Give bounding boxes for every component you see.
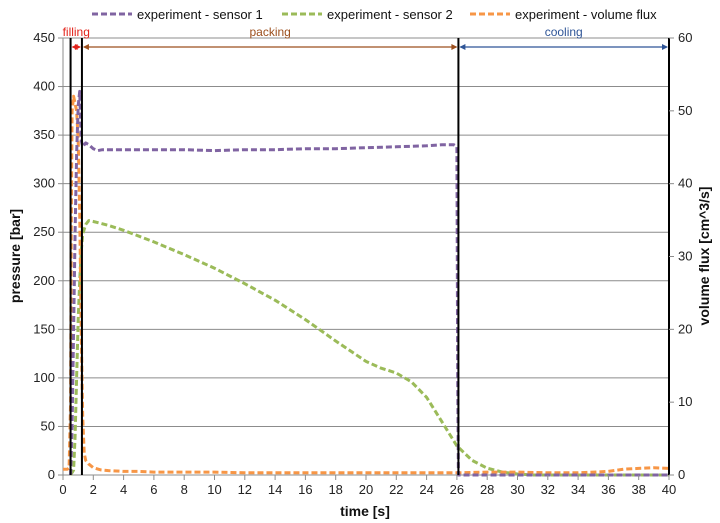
x-tick-label-12: 24 bbox=[419, 482, 433, 497]
y-axis-ticks: 0 50 100 150 200 250 300 350 400 450 bbox=[33, 30, 63, 482]
x-tick-label-3: 6 bbox=[150, 482, 157, 497]
y-tick-label-5: 250 bbox=[33, 224, 55, 239]
phase-arrowhead-right-2 bbox=[662, 44, 668, 50]
x-tick-label-17: 34 bbox=[571, 482, 585, 497]
phase-arrowhead-right-0 bbox=[74, 44, 81, 50]
y2-axis-ticks: 0 10 20 30 40 50 60 bbox=[669, 30, 692, 482]
y2-tick-label-4: 40 bbox=[678, 176, 692, 191]
y2-tick-label-5: 50 bbox=[678, 103, 692, 118]
phase-label-0: filling bbox=[63, 25, 90, 39]
x-axis-ticks: 0 2 4 6 8 10 12 14 16 18 20 22 24 26 28 30 32 34 36 38 40 bbox=[59, 475, 676, 497]
x-tick-label-7: 14 bbox=[268, 482, 282, 497]
y-axis-title: pressure [bar] bbox=[7, 209, 23, 303]
x-tick-label-15: 30 bbox=[510, 482, 524, 497]
phase-label-1: packing bbox=[249, 25, 290, 39]
y2-tick-label-1: 10 bbox=[678, 394, 692, 409]
legend: experiment - sensor 1 experiment - sensor… bbox=[92, 7, 657, 22]
phase-markers: filling packing cooling bbox=[63, 25, 670, 475]
plot-area-frame bbox=[62, 37, 670, 476]
plot-border bbox=[62, 37, 670, 476]
x-tick-label-4: 8 bbox=[181, 482, 188, 497]
y-tick-label-0: 0 bbox=[48, 467, 55, 482]
x-tick-label-16: 32 bbox=[541, 482, 555, 497]
legend-label-0: experiment - sensor 1 bbox=[137, 7, 263, 22]
y2-tick-label-0: 0 bbox=[678, 467, 685, 482]
x-tick-label-14: 28 bbox=[480, 482, 494, 497]
series-line-2 bbox=[63, 94, 670, 475]
horizontal-gridlines bbox=[63, 37, 669, 427]
x-tick-label-1: 2 bbox=[90, 482, 97, 497]
y-tick-label-2: 100 bbox=[33, 370, 55, 385]
y2-axis-title: volume flux [cm^3/s] bbox=[696, 187, 712, 326]
x-tick-label-10: 20 bbox=[359, 482, 373, 497]
legend-label-1: experiment - sensor 2 bbox=[327, 7, 453, 22]
y2-tick-label-2: 20 bbox=[678, 321, 692, 336]
x-tick-label-9: 18 bbox=[328, 482, 342, 497]
series-line-1 bbox=[69, 219, 669, 477]
x-tick-label-6: 12 bbox=[238, 482, 252, 497]
series-line-0 bbox=[69, 89, 669, 477]
y-tick-label-8: 400 bbox=[33, 79, 55, 94]
x-tick-label-8: 16 bbox=[298, 482, 312, 497]
y-tick-label-7: 350 bbox=[33, 127, 55, 142]
series-layer bbox=[63, 89, 670, 477]
legend-label-2: experiment - volume flux bbox=[515, 7, 657, 22]
y2-tick-label-6: 60 bbox=[678, 30, 692, 45]
y-tick-label-9: 450 bbox=[33, 30, 55, 45]
phase-label-2: cooling bbox=[545, 25, 583, 39]
x-tick-label-11: 22 bbox=[389, 482, 403, 497]
x-tick-label-5: 10 bbox=[207, 482, 221, 497]
phase-arrowhead-right-1 bbox=[451, 44, 458, 50]
y-tick-label-6: 300 bbox=[33, 176, 55, 191]
x-tick-label-19: 38 bbox=[631, 482, 645, 497]
x-axis-title: time [s] bbox=[340, 503, 390, 519]
phase-arrowhead-left-1 bbox=[82, 44, 89, 50]
x-tick-label-13: 26 bbox=[450, 482, 464, 497]
x-tick-label-0: 0 bbox=[59, 482, 66, 497]
y-tick-label-3: 150 bbox=[33, 321, 55, 336]
y2-tick-label-3: 30 bbox=[678, 249, 692, 264]
phase-arrowhead-left-2 bbox=[459, 44, 466, 50]
x-tick-label-2: 4 bbox=[120, 482, 127, 497]
x-tick-label-18: 36 bbox=[601, 482, 615, 497]
y-tick-label-1: 50 bbox=[41, 418, 55, 433]
y-tick-label-4: 200 bbox=[33, 273, 55, 288]
x-tick-label-20: 40 bbox=[662, 482, 676, 497]
